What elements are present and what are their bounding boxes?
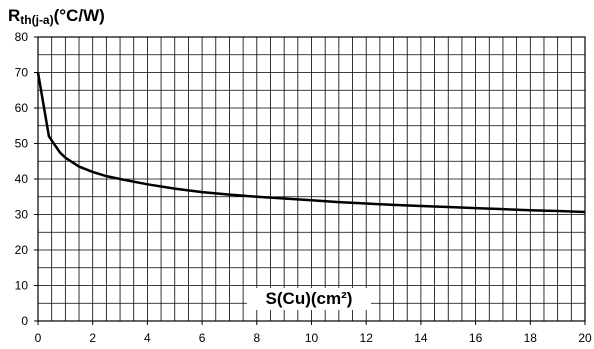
x-axis-title-background [247, 288, 371, 310]
y-tick-label: 80 [15, 30, 29, 44]
x-tick-label: 12 [360, 331, 374, 345]
y-tick-label: 20 [15, 243, 29, 257]
y-tick-label: 70 [15, 66, 29, 80]
x-tick-label: 10 [305, 331, 319, 345]
y-axis-title-main: R [8, 6, 20, 25]
x-tick-label: 6 [199, 331, 206, 345]
series-line [36, 72, 586, 214]
grid [37, 36, 586, 322]
y-axis-title-sub: th(j-a) [20, 13, 53, 27]
x-tick-label: 20 [578, 331, 592, 345]
y-tick-label: 10 [15, 279, 29, 293]
y-axis-title-unit: (°C/W) [54, 6, 105, 25]
x-tick-label: 18 [524, 331, 538, 345]
x-tick-label: 14 [414, 331, 428, 345]
x-tick-label: 0 [35, 331, 42, 345]
x-tick-label: 8 [253, 331, 260, 345]
x-tick-label: 16 [469, 331, 483, 345]
y-tick-label: 40 [15, 172, 29, 186]
tick-labels: 0 10 20 30 40 50 60 70 80 0 2 4 6 8 10 12 14 16 18 20 [15, 30, 592, 345]
x-tick-label: 2 [89, 331, 96, 345]
y-tick-label: 50 [15, 137, 29, 151]
y-tick-label: 60 [15, 101, 29, 115]
x-axis-title: S(Cu)(cm²) [266, 289, 353, 308]
y-tick-label: 30 [15, 208, 29, 222]
y-axis-title: Rth(j-a)(°C/W) [8, 6, 105, 27]
y-tick-label: 0 [21, 314, 28, 328]
x-tick-label: 4 [144, 331, 151, 345]
